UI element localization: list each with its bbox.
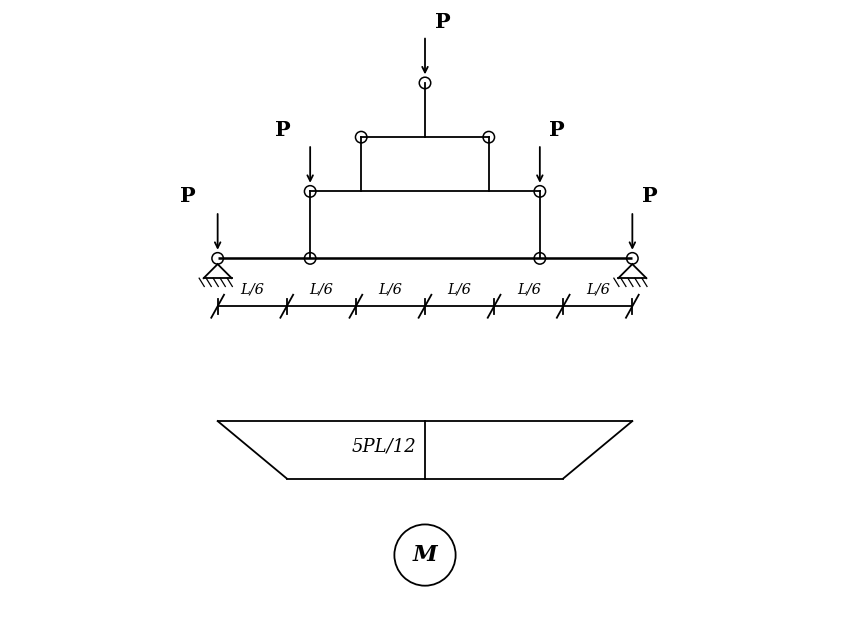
Text: M: M — [413, 544, 437, 566]
Text: P: P — [642, 186, 658, 206]
Text: P: P — [549, 121, 565, 140]
Text: L/6: L/6 — [309, 283, 333, 297]
Text: L/6: L/6 — [448, 283, 472, 297]
Text: L/6: L/6 — [378, 283, 402, 297]
Text: P: P — [179, 186, 196, 206]
Text: L/6: L/6 — [241, 283, 264, 297]
Text: P: P — [434, 12, 451, 32]
Text: L/6: L/6 — [517, 283, 541, 297]
Text: L/6: L/6 — [586, 283, 609, 297]
Text: 5PL/12: 5PL/12 — [351, 438, 416, 456]
Text: P: P — [275, 121, 291, 140]
